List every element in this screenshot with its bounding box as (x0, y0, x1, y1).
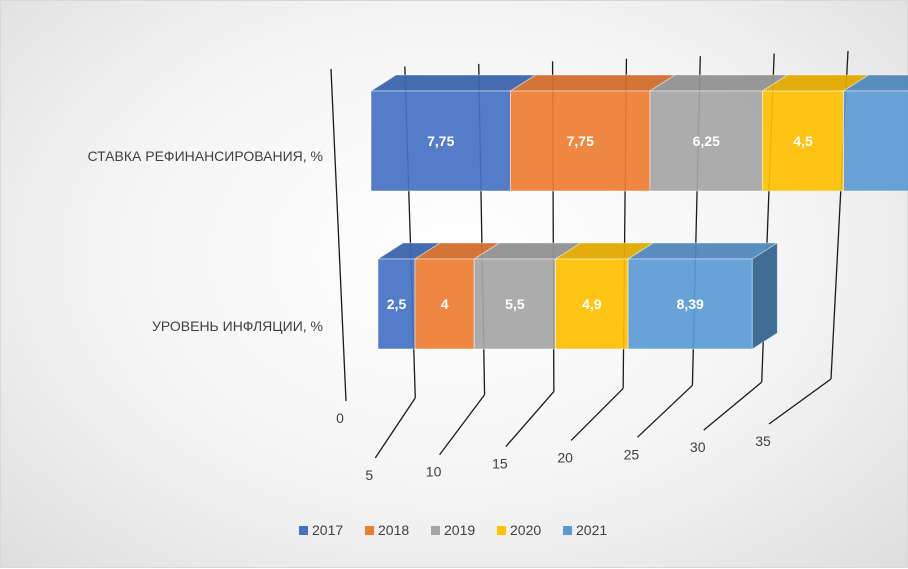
value-label-1-2017: 2,5 (387, 296, 407, 312)
tick-label-35: 35 (755, 433, 771, 449)
gridline-floor-3 (506, 392, 554, 447)
tick-label-30: 30 (690, 439, 706, 455)
legend-label-2018: 2018 (378, 522, 409, 538)
tick-label-25: 25 (624, 446, 640, 462)
bars (371, 75, 908, 349)
bar-top-1-2021 (628, 243, 777, 259)
gridline-floor-6 (704, 382, 762, 430)
gridline-floor-1 (375, 398, 415, 458)
legend-label-2020: 2020 (510, 522, 541, 538)
legend-swatch-2017 (299, 526, 308, 535)
gridline-back-0 (331, 69, 346, 401)
bar-top-0-2018 (511, 75, 676, 91)
tick-label-20: 20 (557, 449, 573, 465)
legend-swatch-2021 (563, 526, 572, 535)
gridline-floor-2 (440, 395, 485, 455)
bar-front-0-2021 (844, 91, 908, 191)
legend-swatch-2020 (497, 526, 506, 535)
value-label-0-2018: 7,75 (567, 133, 594, 149)
bar-top-0-2017 (371, 75, 536, 91)
value-label-1-2021: 8,39 (677, 296, 704, 312)
category-label-1: УРОВЕНЬ ИНФЛЯЦИИ, % (152, 318, 323, 334)
gridline-floor-5 (637, 385, 692, 437)
gridline-floor-7 (769, 379, 831, 424)
category-label-0: СТАВКА РЕФИНАНСИРОВАНИЯ, % (87, 148, 323, 164)
legend-label-2021: 2021 (576, 522, 607, 538)
bar-side-1-2021 (752, 243, 777, 349)
gridline-floor-4 (571, 388, 623, 440)
category-labels: СТАВКА РЕФИНАНСИРОВАНИЯ, % УРОВЕНЬ ИНФЛЯЦ… (87, 148, 323, 334)
legend-label-2019: 2019 (444, 522, 475, 538)
legend-swatch-2018 (365, 526, 374, 535)
tick-label-10: 10 (426, 464, 442, 480)
tick-label-5: 5 (365, 467, 373, 483)
bar-0-2021 (844, 75, 908, 191)
legend-label-2017: 2017 (312, 522, 343, 538)
value-label-0-2017: 7,75 (427, 133, 454, 149)
value-label-0-2019: 6,25 (693, 133, 720, 149)
value-label-1-2018: 4 (441, 296, 449, 312)
value-label-1-2020: 4,9 (582, 296, 602, 312)
value-label-0-2020: 4,5 (793, 133, 813, 149)
legend-swatch-2019 (431, 526, 440, 535)
tick-label-15: 15 (492, 456, 508, 472)
legend: 2017 2018 2019 2020 2021 (299, 522, 607, 538)
axis-tick-labels: 0 5 10 15 20 25 30 35 (336, 410, 771, 483)
value-label-1-2019: 5,5 (505, 296, 525, 312)
tick-label-0: 0 (336, 410, 344, 426)
